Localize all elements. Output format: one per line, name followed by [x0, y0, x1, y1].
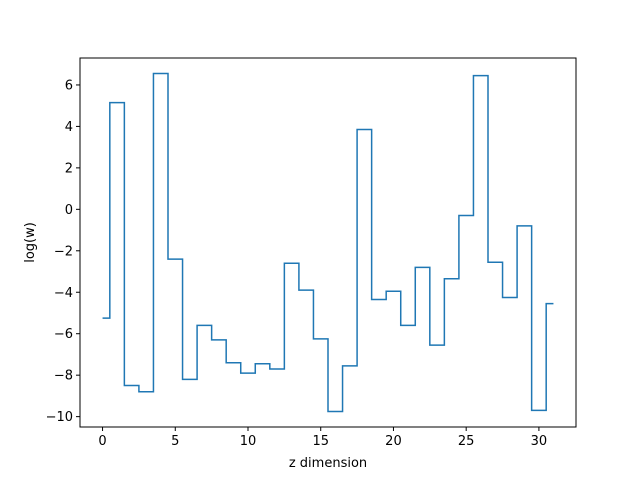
y-axis-label: log(w) — [23, 222, 38, 263]
y-tick-label: −6 — [54, 327, 73, 342]
x-tick-label: 0 — [98, 434, 106, 449]
series-layer — [102, 72, 554, 413]
y-tick-label: −4 — [54, 286, 73, 301]
x-tick-label: 20 — [385, 434, 402, 449]
y-tick-label: 4 — [65, 120, 73, 135]
x-axis-label: z dimension — [289, 456, 367, 471]
y-tick-label: 6 — [65, 78, 73, 93]
y-tick-label: 0 — [65, 203, 73, 218]
series-line-0 — [102, 72, 554, 413]
axes-frame — [79, 57, 577, 428]
y-tick-label: −10 — [46, 410, 73, 425]
x-tick-label: 25 — [458, 434, 475, 449]
y-tick-label: −2 — [54, 244, 73, 259]
x-ticks: 0 5 10 15 20 25 30 — [98, 427, 547, 449]
y-ticks: −10 −8 −6 −4 −2 0 2 4 6 — [46, 78, 80, 425]
x-tick-label: 10 — [240, 434, 257, 449]
y-tick-label: −8 — [54, 369, 73, 384]
x-tick-label: 30 — [531, 434, 548, 449]
y-tick-label: 2 — [65, 161, 73, 176]
x-tick-label: 15 — [312, 434, 329, 449]
x-tick-label: 5 — [171, 434, 179, 449]
